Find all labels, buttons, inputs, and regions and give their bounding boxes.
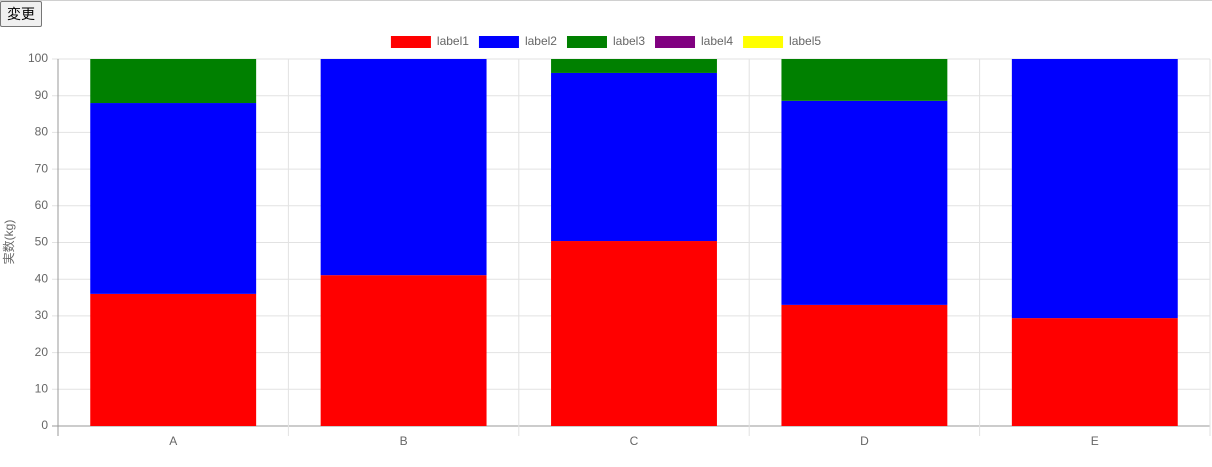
y-tick-label: 10 bbox=[35, 381, 49, 395]
y-tick-label: 100 bbox=[28, 51, 48, 65]
legend-label: label1 bbox=[437, 34, 469, 48]
y-tick-label: 40 bbox=[35, 271, 49, 285]
legend-swatch bbox=[655, 36, 696, 48]
bar-segment bbox=[90, 59, 257, 104]
legend-label: label2 bbox=[525, 34, 557, 48]
bar-segment bbox=[781, 59, 948, 101]
y-tick-label: 30 bbox=[35, 308, 49, 322]
bar-segment bbox=[551, 241, 717, 426]
legend-swatch bbox=[566, 36, 607, 48]
bar-segment bbox=[1011, 318, 1178, 426]
legend-swatch bbox=[390, 36, 431, 48]
bar-segment bbox=[90, 103, 257, 294]
x-tick-label: E bbox=[1091, 434, 1099, 448]
legend-swatch bbox=[743, 36, 784, 48]
bar-segment bbox=[551, 72, 717, 242]
x-tick-label: A bbox=[169, 434, 177, 448]
y-tick-label: 70 bbox=[35, 161, 49, 175]
bar-segment bbox=[781, 100, 948, 305]
y-tick-label: 20 bbox=[35, 345, 49, 359]
y-axis-label: 実数(kg) bbox=[1, 220, 16, 265]
bar-segment bbox=[90, 293, 257, 426]
y-tick-label: 50 bbox=[35, 235, 49, 249]
y-tick-label: 60 bbox=[35, 198, 49, 212]
legend-label: label3 bbox=[613, 34, 645, 48]
bar-segment bbox=[781, 304, 948, 426]
x-tick-label: D bbox=[860, 434, 869, 448]
legend-swatch bbox=[478, 36, 519, 48]
change-button[interactable]: 変更 bbox=[0, 1, 42, 27]
y-tick-label: 0 bbox=[41, 418, 48, 432]
x-tick-label: B bbox=[400, 434, 408, 448]
y-tick-label: 80 bbox=[35, 125, 49, 139]
bar-segment bbox=[1011, 59, 1178, 319]
bar-segment bbox=[551, 59, 717, 73]
x-tick-label: C bbox=[630, 434, 639, 448]
y-tick-label: 90 bbox=[35, 88, 49, 102]
bar-segment bbox=[320, 59, 487, 276]
bar-segment bbox=[320, 275, 487, 426]
legend-label: label5 bbox=[789, 34, 821, 48]
top-border bbox=[0, 0, 1212, 1]
legend-label: label4 bbox=[701, 34, 733, 48]
